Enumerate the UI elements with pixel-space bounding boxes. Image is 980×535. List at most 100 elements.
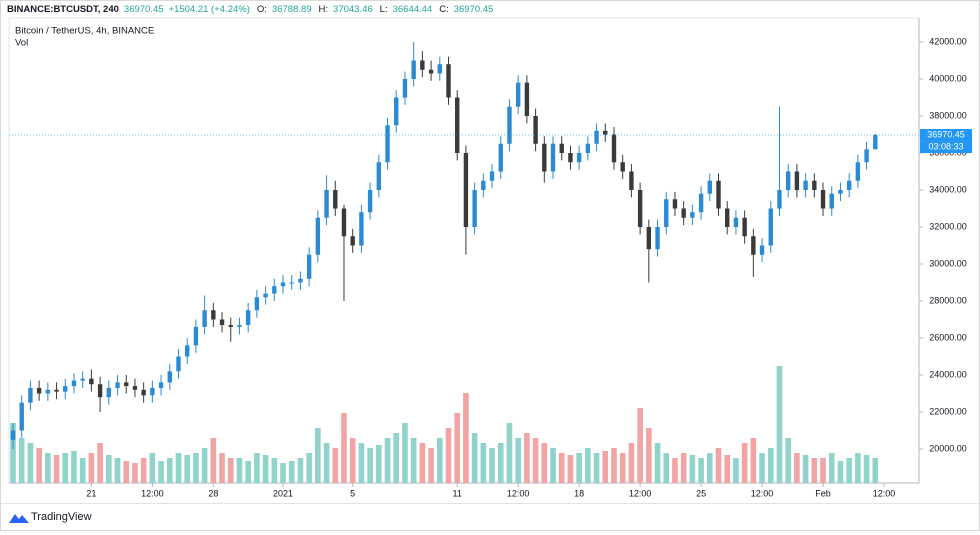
candle-body [158,382,164,388]
volume-bar [166,458,173,483]
x-tick-label: 28 [208,488,218,498]
candle-body [681,208,686,218]
volume-bar [767,448,774,483]
candle-body [603,130,608,135]
candle-body [411,60,416,79]
chart: Bitcoin / TetherUS, 4h, BINANCE Vol 2000… [8,17,972,498]
candle-body [124,382,129,387]
candle-body [80,378,85,381]
candle-body [306,254,312,279]
volume-bar [602,451,609,483]
volume-bar [436,438,443,483]
candle-body [446,64,451,98]
volume-bar [550,448,556,483]
candle-body [472,189,477,227]
volume-bar [471,433,478,483]
volume-bar [306,453,312,483]
volume-bar [210,438,217,483]
candle-body [812,180,817,190]
volume-bar [367,448,373,483]
candle-body [507,106,512,144]
x-tick-label: 12:00 [873,488,896,498]
volume-bar [53,455,60,483]
volume-bar [515,438,521,483]
volume-bar [123,461,130,483]
candle-body [489,171,495,181]
candle-body [664,199,669,227]
volume-bar [506,423,513,483]
volume-bar [262,455,269,483]
candle-body [759,245,765,255]
candle-body [846,180,852,190]
volume-bar [349,438,356,483]
candle-body [333,189,338,209]
volume-bar [27,443,34,483]
close-value: 36970.45 [453,3,494,15]
candle-body [19,402,24,431]
candle-body [725,208,730,227]
candle-body [28,387,33,403]
volume-bar [18,438,25,483]
volume-bar [558,453,565,483]
footer: TradingView [1,503,979,531]
volume-bar [358,443,365,483]
volume-bar [585,448,591,483]
candle-body [533,115,538,144]
volume-bar [45,453,51,483]
volume-bar [811,458,818,483]
candle-body [698,193,704,213]
y-tick-label: 38000.00 [929,110,967,120]
x-tick-label: 12:00 [507,488,530,498]
close-label: C: [439,3,449,15]
candle-body [420,60,425,70]
volume-bar [497,443,504,483]
candle-body [272,286,277,294]
x-tick-label: 5 [350,488,355,498]
y-tick-label: 40000.00 [929,73,967,83]
volume-label: Vol [15,38,28,49]
candle-body [873,135,878,150]
volume-bar [715,448,722,483]
low-label: L: [379,3,388,15]
candle-body [359,212,364,246]
candle-body [733,217,739,227]
last-price: 36970.45 [123,3,164,15]
candle-body [524,82,530,116]
volume-bar [62,453,69,483]
y-tick-label: 32000.00 [929,221,967,231]
x-tick-label: 12:00 [141,488,164,498]
candle-body [97,384,103,398]
y-tick-label: 22000.00 [929,406,967,416]
candle-body [620,162,625,172]
candle-body [254,297,260,311]
candle-body [10,430,16,440]
x-tick-label: Feb [815,488,831,498]
candle-body [777,189,782,209]
candle-body [211,310,216,320]
volume-bar [97,443,103,483]
volume-bar [175,453,182,483]
volume-bar [733,458,739,483]
volume-bar [245,461,251,483]
volume-bar [201,448,208,483]
volume-bar [288,461,295,483]
volume-bar [236,458,243,483]
volume-bar [846,458,852,483]
candle-body [167,371,172,383]
volume-bar [524,433,530,483]
candle-body [428,69,434,74]
candle-body [437,64,442,74]
volume-bar [776,366,783,483]
volume-bar [71,451,77,483]
volume-bar [837,461,844,483]
volume-bar [593,453,600,483]
candle-body [89,378,94,385]
volume-bar [628,443,635,483]
candle-body [751,236,756,255]
candle-body [594,130,599,144]
countdown-tag [920,141,972,154]
volume-bar [663,453,670,483]
candle-body [690,212,695,218]
candle-body [280,282,286,287]
volume-bar [36,448,42,483]
